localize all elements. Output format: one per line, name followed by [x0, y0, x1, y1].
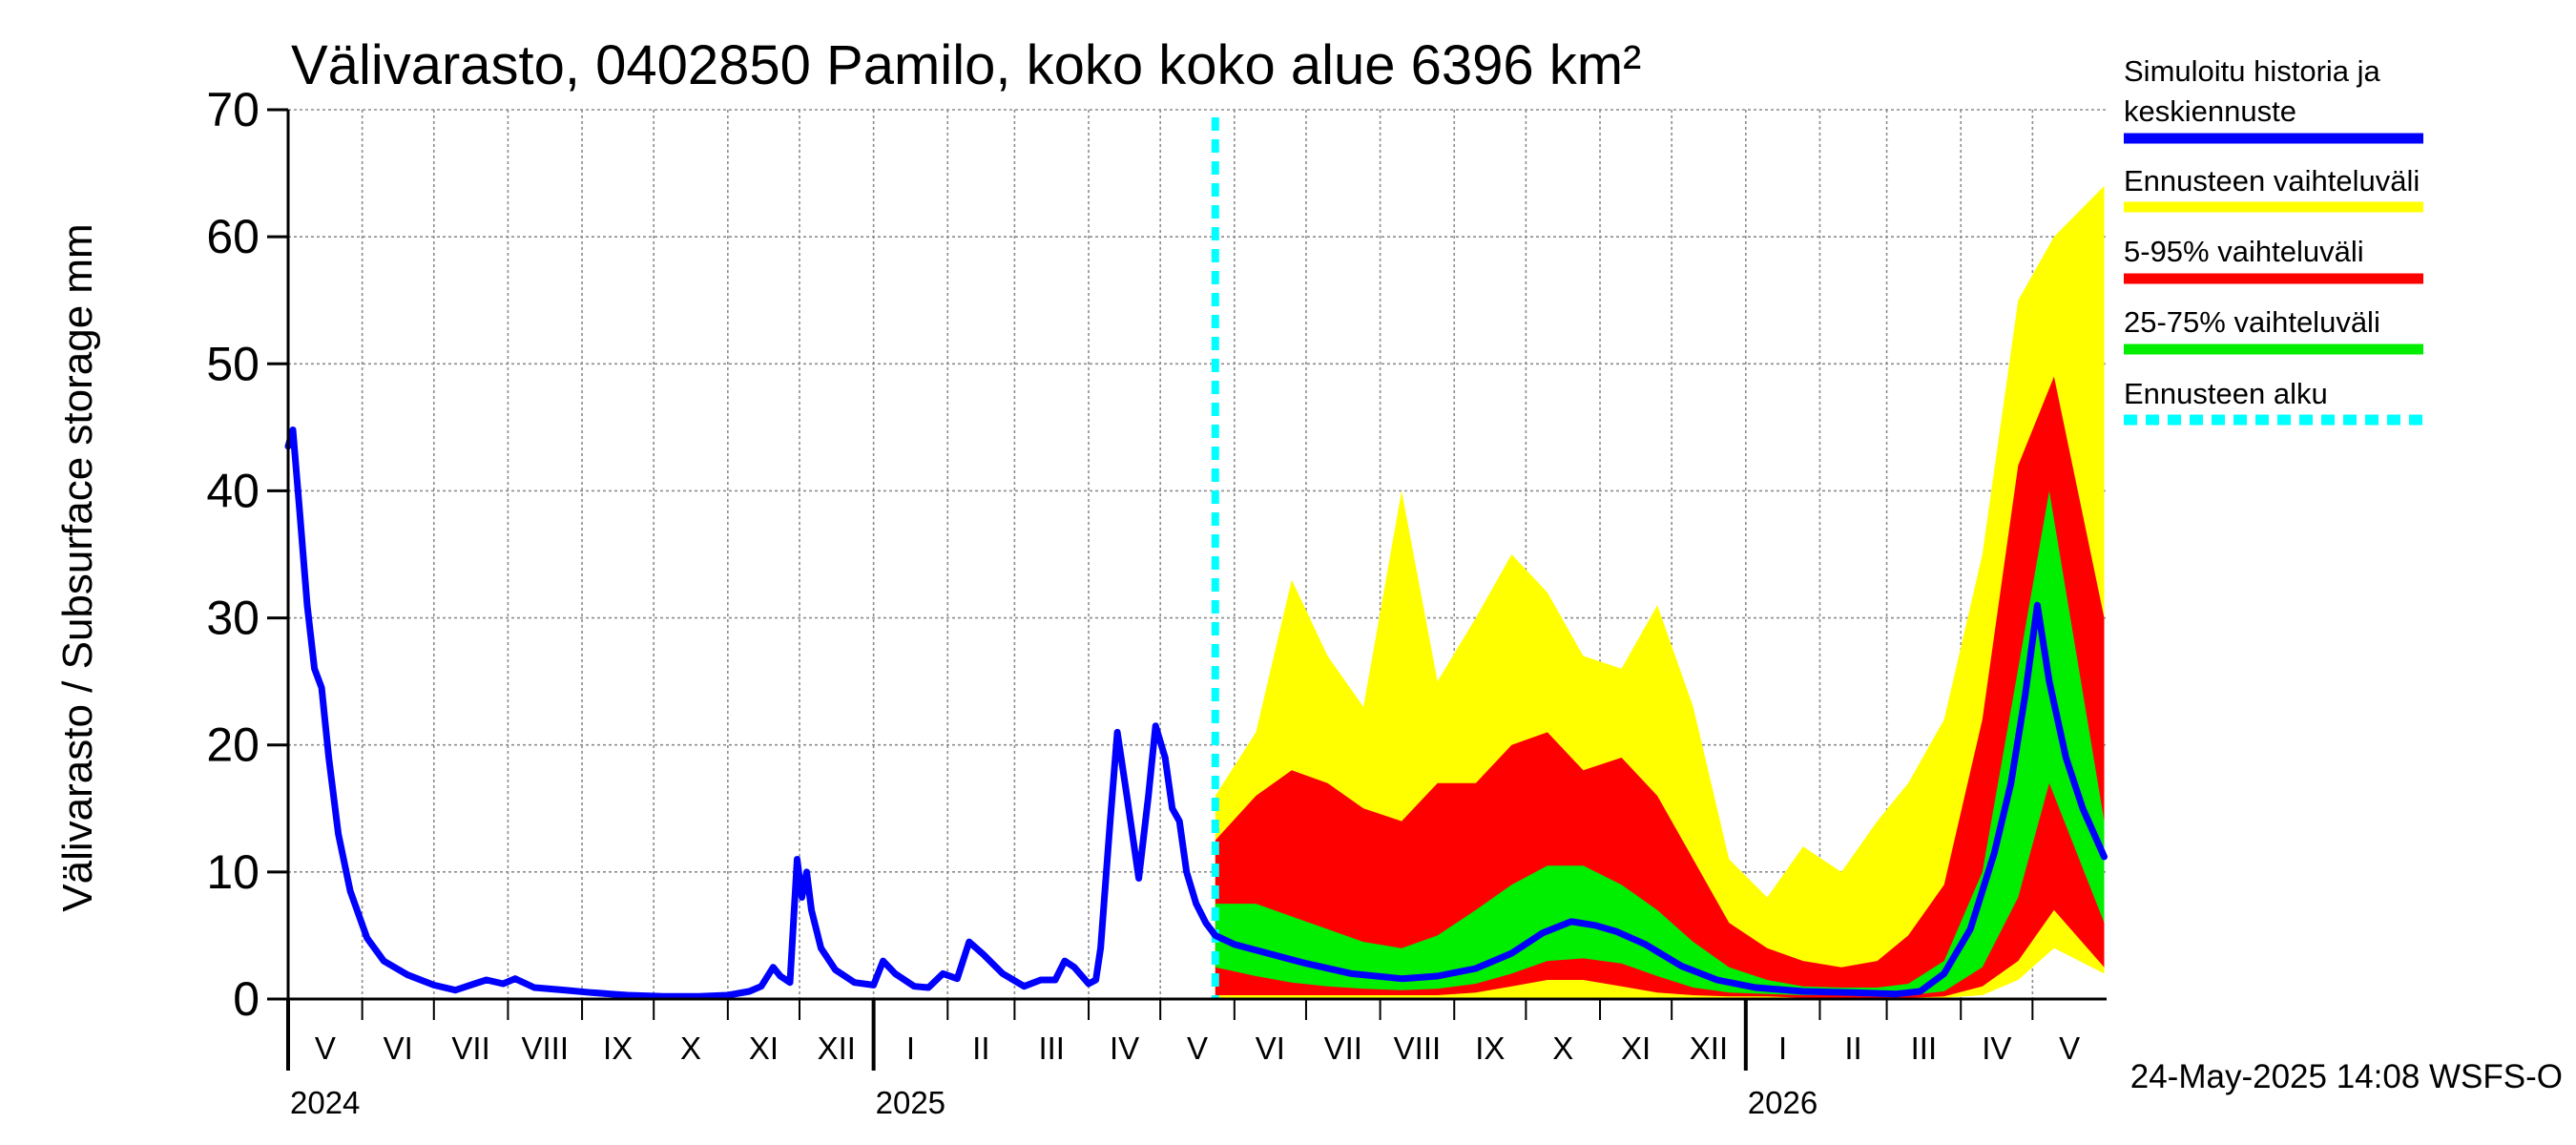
- y-axis-label: Välivarasto / Subsurface storage mm: [54, 223, 101, 911]
- y-tick-label: 10: [206, 845, 260, 899]
- x-month-label: III: [1911, 1030, 1938, 1066]
- x-month-label: IX: [1475, 1030, 1505, 1066]
- median-series-line: [284, 427, 2108, 1000]
- legend-label: Ennusteen vaihteluväli: [2124, 164, 2420, 198]
- x-month-label: XI: [749, 1030, 779, 1066]
- x-month-label: V: [2059, 1030, 2080, 1066]
- x-month-label: X: [680, 1030, 701, 1066]
- x-month-label: III: [1038, 1030, 1065, 1066]
- x-month-label: IV: [1110, 1030, 1139, 1066]
- y-tick-label: 20: [206, 718, 260, 772]
- band-25-75-vaihteluv-li: [1215, 490, 2105, 995]
- x-year-label: 2026: [1748, 1085, 1818, 1120]
- x-month-label: XII: [818, 1030, 856, 1066]
- x-month-label: X: [1552, 1030, 1573, 1066]
- legend-label: Simuloitu historia ja: [2124, 54, 2381, 88]
- x-month-label: XII: [1690, 1030, 1728, 1066]
- footer-timestamp: 24-May-2025 14:08 WSFS-O: [2130, 1058, 2563, 1095]
- series-lines: [284, 117, 2108, 1000]
- x-month-label: I: [906, 1030, 915, 1066]
- y-tick-label: 0: [233, 972, 260, 1026]
- legend-label: 25-75% vaihteluväli: [2124, 305, 2380, 339]
- x-month-label: VI: [1256, 1030, 1285, 1066]
- y-tick-label: 50: [206, 337, 260, 390]
- x-month-label: VII: [451, 1030, 489, 1066]
- forecast-bands: [1215, 185, 2105, 998]
- x-month-label: IV: [1982, 1030, 2011, 1066]
- chart-title: Välivarasto, 0402850 Pamilo, koko koko a…: [291, 34, 1641, 96]
- x-month-label: VI: [384, 1030, 413, 1066]
- x-month-label: II: [972, 1030, 989, 1066]
- x-month-label: II: [1844, 1030, 1861, 1066]
- y-tick-label: 60: [206, 210, 260, 263]
- x-month-label: VII: [1324, 1030, 1362, 1066]
- x-month-label: I: [1778, 1030, 1787, 1066]
- band-5-95-vaihteluv-li: [1215, 376, 2105, 998]
- legend: Simuloitu historia ja keskiennuste Ennuste…: [2124, 54, 2423, 426]
- y-tick-label: 30: [206, 592, 260, 645]
- legend-label: Ennusteen alku: [2124, 377, 2328, 410]
- x-month-label: V: [1187, 1030, 1208, 1066]
- legend-label: 5-95% vaihteluväli: [2124, 235, 2364, 268]
- x-month-label: VIII: [521, 1030, 569, 1066]
- x-month-label: XI: [1621, 1030, 1651, 1066]
- x-year-label: 2024: [290, 1085, 360, 1120]
- legend-label: keskiennuste: [2124, 94, 2296, 128]
- y-tick-label: 40: [206, 464, 260, 517]
- y-tick-label: 70: [206, 83, 260, 136]
- x-month-label: V: [315, 1030, 336, 1066]
- x-year-label: 2025: [876, 1085, 945, 1120]
- grid: [288, 109, 2107, 999]
- x-month-label: IX: [603, 1030, 633, 1066]
- x-month-label: VIII: [1394, 1030, 1442, 1066]
